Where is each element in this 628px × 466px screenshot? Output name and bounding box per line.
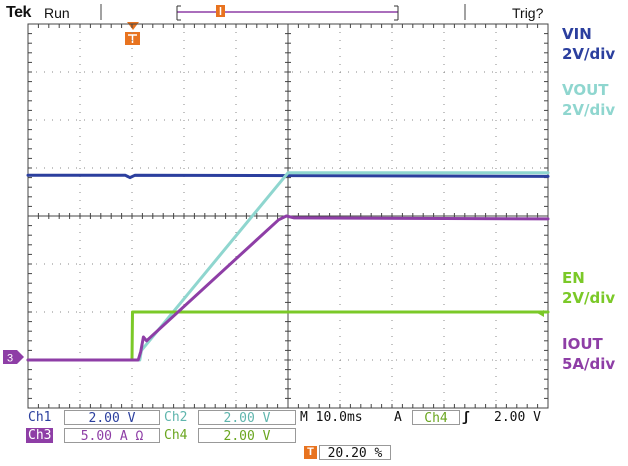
trigger-source[interactable]: Ch4 [412, 410, 460, 426]
timebase-readout[interactable]: M 10.0ms [300, 410, 363, 425]
rising-edge-icon: ʃ [462, 410, 470, 425]
ch3-ground-marker: 3 [3, 350, 24, 365]
ch3-scale-readout: 5.00 A Ω [64, 428, 160, 444]
ch1-scale-readout: 2.00 V [64, 410, 160, 426]
ch1-label: VIN 2V/div [562, 24, 615, 64]
trigger-status: Trig? [512, 5, 544, 21]
trigger-position-readout[interactable]: 20.20 % [319, 445, 391, 461]
acquisition-mode: A [394, 410, 402, 425]
ch4-label-scale: 2V/div [562, 289, 616, 307]
ch3-label-name: IOUT [562, 335, 603, 353]
trigger-position-badge-icon: T [304, 446, 317, 459]
ch2-label-scale: 2V/div [562, 101, 616, 119]
ch2-scale-readout: 2.00 V [198, 410, 296, 426]
ch2-label: VOUT 2V/div [562, 80, 615, 120]
ch1-button[interactable]: Ch1 [28, 410, 52, 425]
ch2-label-name: VOUT [562, 81, 609, 99]
waveform-traces [26, 171, 550, 362]
graticule [27, 23, 549, 409]
ch1-label-scale: 2V/div [562, 45, 616, 63]
scope-brand: Tek [6, 4, 31, 21]
ch1-label-name: VIN [562, 25, 592, 43]
trigger-level-marker [538, 310, 544, 317]
ch3-label: IOUT 5A/div [562, 334, 615, 374]
ch4-scale-readout: 2.00 V [198, 428, 296, 444]
trace-iout [26, 214, 550, 362]
trace-vin [26, 173, 550, 180]
ch3-label-scale: 5A/div [562, 355, 616, 373]
trigger-level-readout[interactable]: 2.00 V [494, 410, 541, 425]
ch4-label: EN 2V/div [562, 268, 615, 308]
ch2-button[interactable]: Ch2 [164, 410, 188, 425]
ch4-label-name: EN [562, 269, 585, 287]
ch4-button[interactable]: Ch4 [164, 428, 188, 443]
acquisition-state: Run [44, 5, 70, 21]
svg-text:3: 3 [7, 353, 13, 365]
record-window-indicator [176, 5, 399, 21]
ch3-button[interactable]: Ch3 [26, 428, 54, 443]
